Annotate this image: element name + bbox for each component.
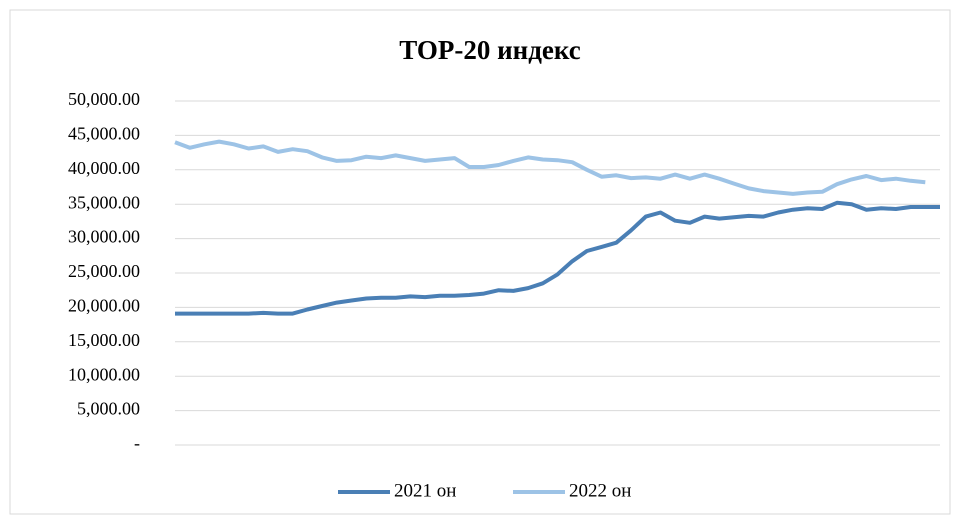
y-tick-label: 30,000.00 xyxy=(68,227,140,247)
y-tick-label: 10,000.00 xyxy=(68,364,140,384)
series-line xyxy=(175,200,940,316)
y-tick-label: 25,000.00 xyxy=(68,261,140,281)
y-tick-label: 20,000.00 xyxy=(68,296,140,316)
chart-title: ТОР-20 индекс xyxy=(399,35,581,65)
y-tick-label: 35,000.00 xyxy=(68,192,140,212)
legend-label: 2021 он xyxy=(394,480,456,501)
y-tick-label: 45,000.00 xyxy=(68,124,140,144)
chart-border xyxy=(9,9,951,515)
y-tick-label: 5,000.00 xyxy=(77,399,140,419)
legend-label: 2022 он xyxy=(569,480,631,501)
y-tick-label: 40,000.00 xyxy=(68,158,140,178)
y-tick-label: 50,000.00 xyxy=(68,89,140,109)
series-line xyxy=(174,139,926,196)
y-tick-label: - xyxy=(134,433,140,453)
y-tick-label: 15,000.00 xyxy=(68,330,140,350)
